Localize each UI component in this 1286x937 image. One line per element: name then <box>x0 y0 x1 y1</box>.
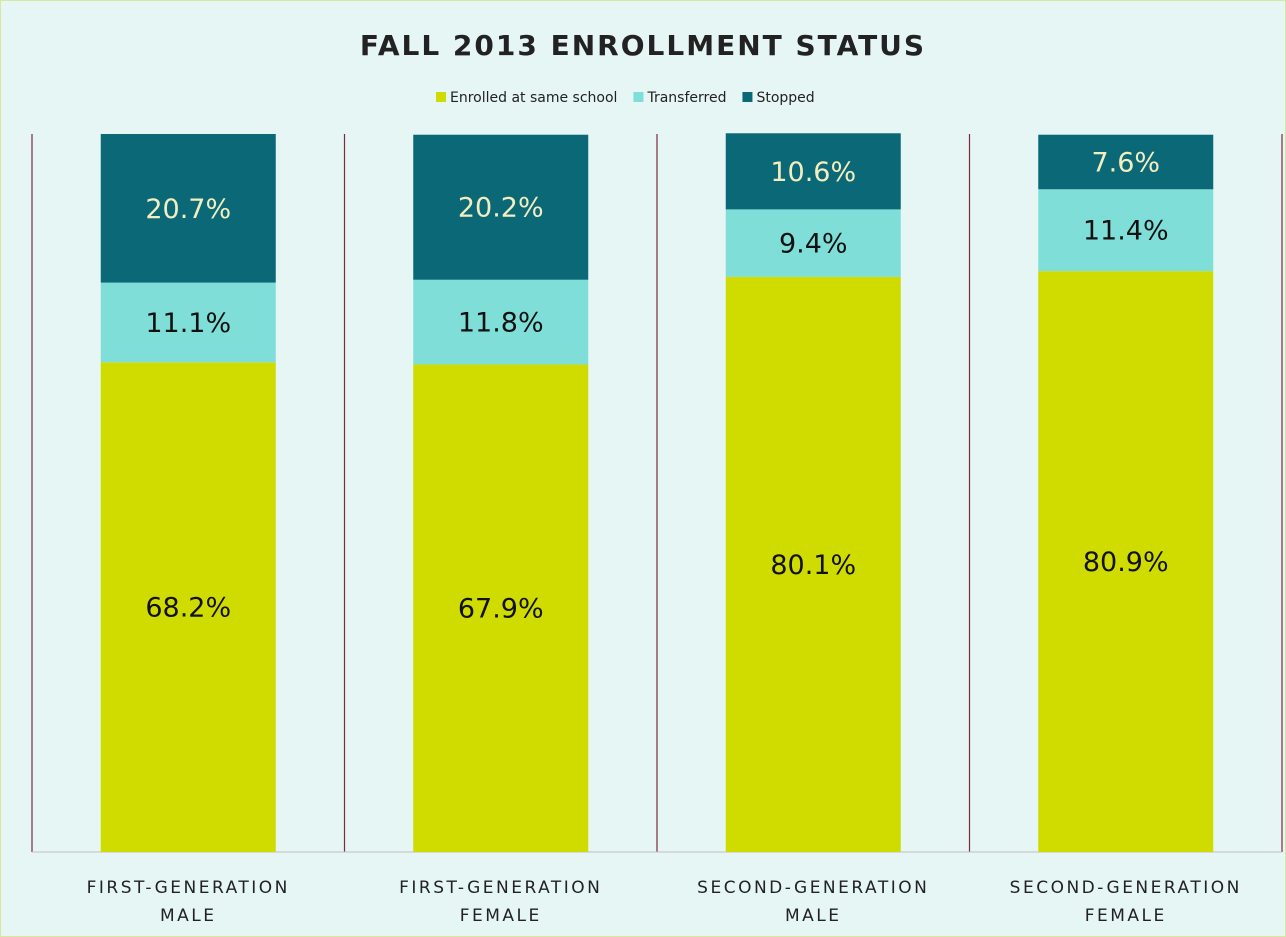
chart-title: FALL 2013 ENROLLMENT STATUS <box>360 29 926 62</box>
value-label: 20.7% <box>145 194 231 225</box>
x-tick-label: SECOND-GENERATION MALE <box>697 878 930 926</box>
bar-segment <box>1038 189 1214 272</box>
bar-segment <box>1038 134 1214 190</box>
bar-segment <box>413 364 589 852</box>
bar-segment <box>725 133 901 210</box>
bar-segment <box>100 362 276 852</box>
legend-label: Transferred <box>646 90 726 106</box>
value-label: 7.6% <box>1091 148 1160 179</box>
legend-swatch <box>436 92 446 102</box>
legend-swatch <box>633 92 644 102</box>
bar-segment <box>1038 271 1214 852</box>
value-label: 80.9% <box>1083 547 1169 578</box>
x-tick-label: FIRST-GENERATION FEMALE <box>399 878 603 926</box>
value-label: 11.4% <box>1083 216 1169 247</box>
value-label: 11.1% <box>145 308 231 339</box>
value-label: 68.2% <box>145 593 231 624</box>
bar-segment <box>100 134 276 283</box>
value-label: 80.1% <box>770 550 856 581</box>
value-label: 10.6% <box>770 157 856 188</box>
value-label: 9.4% <box>779 229 848 260</box>
value-label: 20.2% <box>458 193 544 224</box>
legend-swatch <box>742 92 753 102</box>
x-tick-label: SECOND-GENERATION FEMALE <box>1009 878 1242 926</box>
legend-label: Enrolled at same school <box>450 90 617 106</box>
bar-segment <box>413 134 589 280</box>
x-tick-label: FIRST-GENERATION MALE <box>86 878 290 926</box>
legend-label: Stopped <box>756 90 814 106</box>
bar-segment <box>413 279 589 365</box>
bar-segment <box>100 282 276 363</box>
value-label: 67.9% <box>458 594 544 625</box>
bar-segment <box>725 209 901 277</box>
value-label: 11.8% <box>458 308 544 339</box>
bar-segment <box>725 276 901 853</box>
